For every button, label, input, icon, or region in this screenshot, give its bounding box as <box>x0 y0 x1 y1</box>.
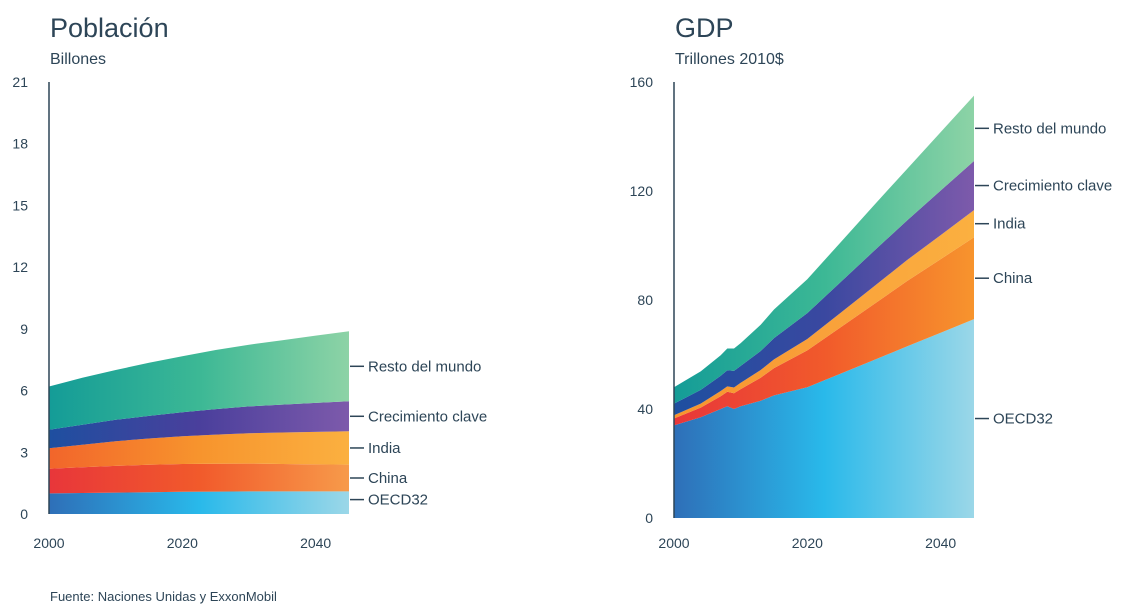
y-tick-label: 160 <box>630 74 654 90</box>
area-resto-del-mundo <box>674 95 974 404</box>
legend-label-oecd32: OECD32 <box>368 492 428 509</box>
y-tick-label: 40 <box>637 401 653 417</box>
x-tick-label: 2040 <box>925 535 956 551</box>
y-tick-label: 18 <box>12 136 28 152</box>
legend-label-china: China <box>993 270 1033 287</box>
gdp-areas <box>674 95 974 518</box>
gdp-x-ticks: 2000 2020 2040 <box>658 535 956 551</box>
y-tick-label: 120 <box>630 183 654 199</box>
population-title: Población <box>50 13 169 43</box>
population-x-ticks: 2000 2020 2040 <box>33 535 331 551</box>
gdp-chart: GDP Trillones 2010$ 0 40 80 120 160 2000 2020… <box>630 13 1113 551</box>
area-oecd32 <box>49 491 349 514</box>
y-tick-label: 15 <box>12 197 28 213</box>
y-tick-label: 12 <box>12 259 28 275</box>
x-tick-label: 2000 <box>658 535 689 551</box>
y-tick-label: 80 <box>637 292 653 308</box>
x-tick-label: 2020 <box>792 535 823 551</box>
y-tick-label: 6 <box>20 383 28 399</box>
legend-label-india: India <box>993 216 1026 233</box>
gdp-subtitle: Trillones 2010$ <box>675 51 784 68</box>
x-tick-label: 2040 <box>300 535 331 551</box>
population-areas <box>49 331 349 514</box>
area-crecimiento-clave <box>674 161 974 416</box>
y-tick-label: 0 <box>20 506 28 522</box>
x-tick-label: 2000 <box>33 535 64 551</box>
legend-label-crecimiento-clave: Crecimiento clave <box>368 408 487 425</box>
area-resto-del-mundo <box>49 331 349 430</box>
y-tick-label: 3 <box>20 444 28 460</box>
gdp-legend: OECD32 China India Crecimiento clave Resto d… <box>975 120 1112 428</box>
population-chart: Población Billones 0 3 6 9 12 15 18 21 2000 2020… <box>12 13 487 551</box>
source-note: Fuente: Naciones Unidas y ExxonMobil <box>50 589 277 604</box>
legend-label-resto-del-mundo: Resto del mundo <box>993 120 1106 137</box>
population-y-ticks: 0 3 6 9 12 15 18 21 <box>12 74 28 522</box>
y-tick-label: 9 <box>20 321 28 337</box>
area-china <box>674 237 974 426</box>
area-oecd32 <box>674 319 974 518</box>
area-china <box>49 463 349 494</box>
population-subtitle: Billones <box>50 51 106 68</box>
area-india <box>49 431 349 469</box>
legend-label-crecimiento-clave: Crecimiento clave <box>993 178 1112 195</box>
legend-label-india: India <box>368 440 401 457</box>
y-tick-label: 0 <box>645 510 653 526</box>
population-legend: OECD32 China India Crecimiento clave Resto d… <box>350 358 487 509</box>
gdp-y-ticks: 0 40 80 120 160 <box>630 74 654 526</box>
area-crecimiento-clave <box>49 401 349 449</box>
legend-label-oecd32: OECD32 <box>993 411 1053 428</box>
y-tick-label: 21 <box>12 74 28 90</box>
gdp-title: GDP <box>675 13 734 43</box>
legend-label-china: China <box>368 470 408 487</box>
legend-label-resto-del-mundo: Resto del mundo <box>368 358 481 375</box>
x-tick-label: 2020 <box>167 535 198 551</box>
